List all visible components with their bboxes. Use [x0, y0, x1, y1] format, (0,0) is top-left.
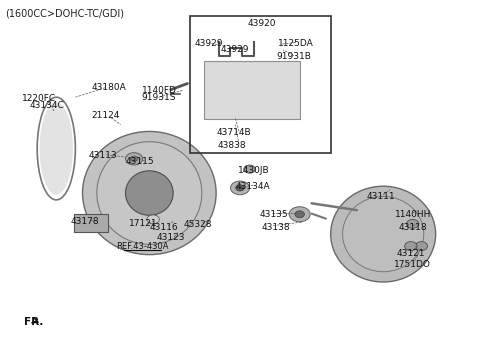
Ellipse shape	[83, 131, 216, 255]
Text: 91931S: 91931S	[142, 93, 176, 102]
Text: 43920: 43920	[247, 19, 276, 28]
Text: 45328: 45328	[184, 220, 212, 229]
Circle shape	[230, 181, 250, 195]
FancyBboxPatch shape	[74, 214, 108, 232]
Ellipse shape	[343, 196, 424, 272]
Circle shape	[244, 165, 255, 173]
Circle shape	[295, 211, 304, 218]
Text: 91931B: 91931B	[276, 52, 312, 61]
Text: 43123: 43123	[156, 233, 185, 242]
Text: 43134A: 43134A	[236, 182, 270, 191]
Text: 1140HH: 1140HH	[395, 210, 431, 219]
Text: 43135: 43135	[259, 210, 288, 219]
Ellipse shape	[125, 171, 173, 215]
Circle shape	[147, 215, 159, 224]
Text: 43838: 43838	[217, 141, 246, 150]
Text: 43180A: 43180A	[91, 83, 126, 92]
Text: FR.: FR.	[24, 317, 44, 327]
FancyBboxPatch shape	[204, 61, 300, 119]
Text: 43118: 43118	[398, 223, 427, 232]
Ellipse shape	[97, 142, 202, 244]
Circle shape	[405, 241, 417, 250]
Circle shape	[130, 156, 138, 161]
Text: 43138: 43138	[262, 223, 290, 232]
Ellipse shape	[39, 102, 73, 195]
Text: REF.43-430A: REF.43-430A	[116, 241, 168, 250]
Circle shape	[289, 207, 310, 222]
Text: 43929: 43929	[221, 46, 250, 55]
Circle shape	[125, 152, 143, 165]
Text: 17121: 17121	[129, 219, 158, 228]
Text: 1220FC: 1220FC	[22, 94, 56, 103]
Ellipse shape	[331, 186, 436, 282]
Text: 43714B: 43714B	[216, 128, 251, 137]
Text: (1600CC>DOHC-TC/GDI): (1600CC>DOHC-TC/GDI)	[5, 9, 124, 19]
Text: 1140FD: 1140FD	[143, 86, 177, 95]
Text: 1751DO: 1751DO	[394, 260, 431, 269]
Circle shape	[407, 219, 419, 228]
Text: 1430JB: 1430JB	[238, 166, 269, 175]
Circle shape	[236, 185, 244, 191]
Text: 43116: 43116	[149, 223, 178, 232]
Text: 43178: 43178	[71, 217, 99, 226]
Text: 43113: 43113	[88, 151, 117, 160]
Text: 21124: 21124	[91, 111, 120, 120]
Text: 43134C: 43134C	[29, 101, 64, 110]
Text: 43121: 43121	[396, 249, 425, 258]
Text: 43115: 43115	[125, 157, 154, 166]
Text: 1125DA: 1125DA	[278, 39, 314, 48]
Circle shape	[415, 241, 428, 250]
Text: 43929: 43929	[195, 39, 223, 48]
Text: 43111: 43111	[367, 192, 396, 201]
